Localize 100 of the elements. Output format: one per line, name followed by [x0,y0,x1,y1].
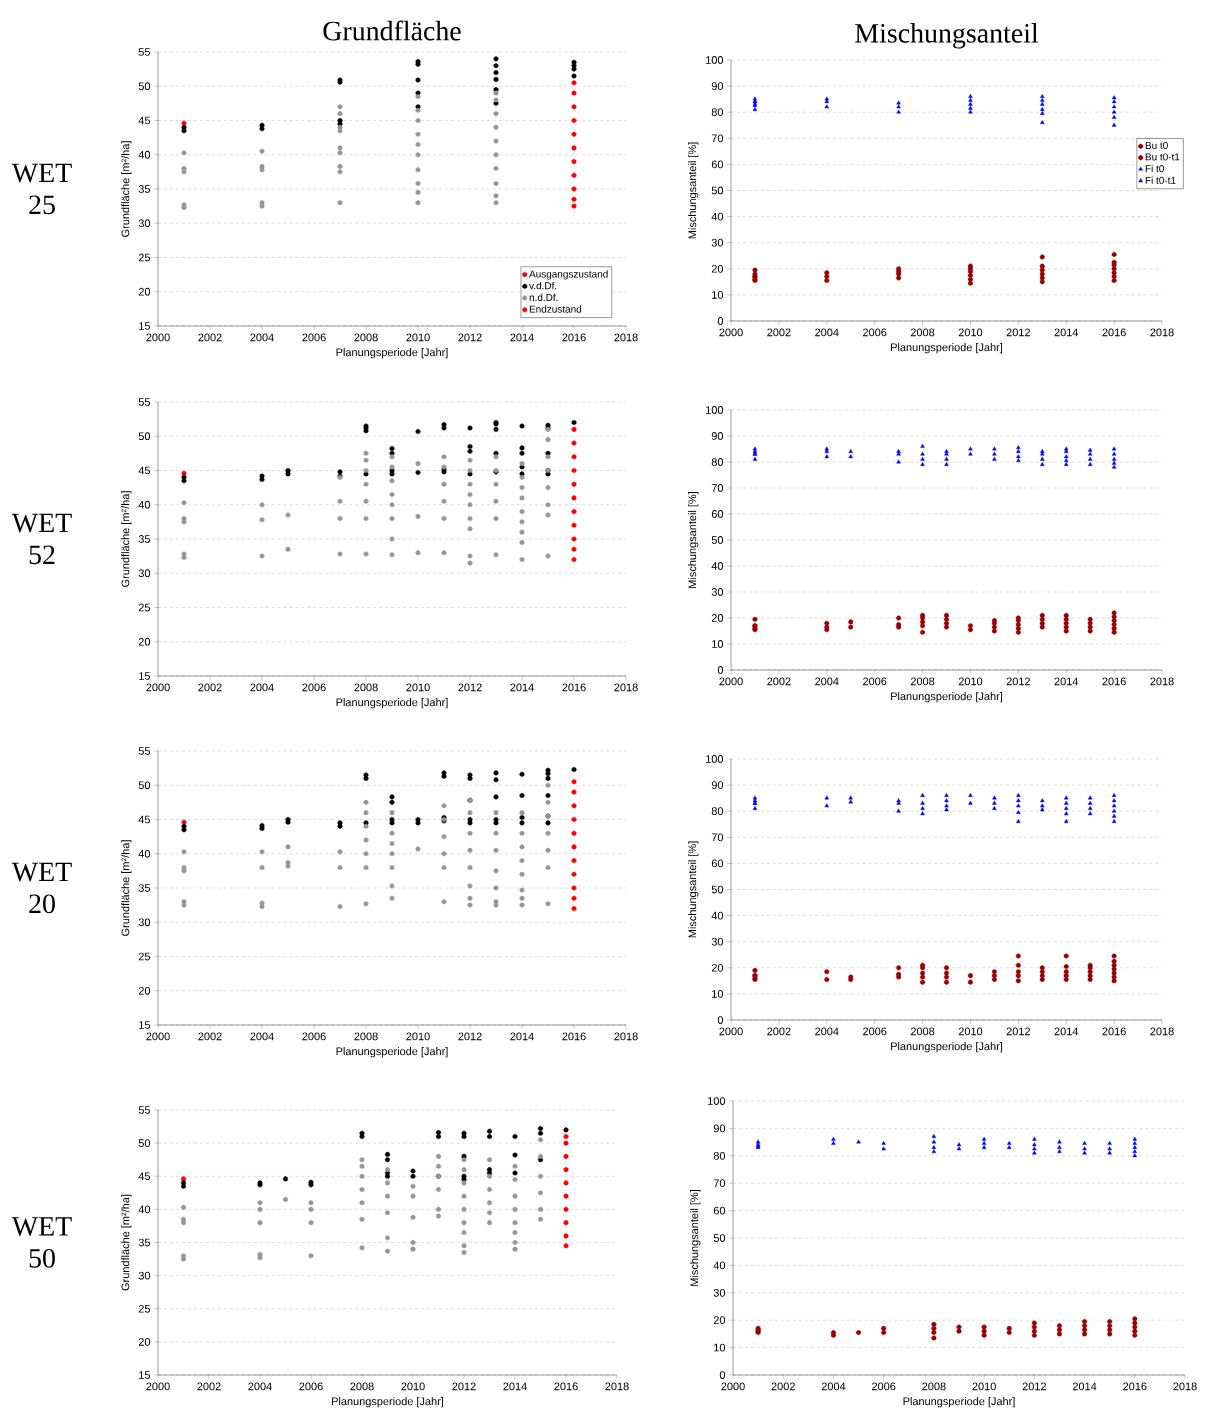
y-tick-label: 55 [138,747,151,755]
y-tick-label: 40 [138,849,151,858]
y-tick-label: 20 [138,1338,151,1346]
x-tick-label: 2016 [562,1032,586,1041]
text: WET 50 [11,1217,72,1268]
text: WET 52 [11,513,72,565]
x-tick-label: 2014 [1072,1382,1097,1391]
x-tick-label: 2004 [250,1032,274,1041]
y-tick-label: 40 [138,1205,151,1214]
y-tick-label: 45 [138,466,151,475]
y-tick-label: 20 [711,963,724,972]
x-tick-label: 2014 [510,333,534,342]
x-tick-label: 2000 [146,1032,170,1041]
x-tick-label: 2008 [354,683,378,692]
legend-label: v.d.Df. [529,281,557,290]
y-tick-label: 10 [712,990,724,998]
x-tick-label: 2016 [1102,677,1126,686]
y-tick-label: 60 [711,160,724,169]
x-tick-label: 2006 [302,1032,326,1041]
y-tick-label: 0 [717,1016,724,1024]
x-tick-label: 2004 [821,1382,846,1391]
x-tick-label: 2012 [452,1382,476,1391]
x-tick-label: 2000 [719,328,743,337]
x-tick-label: 2002 [767,677,791,686]
y-tick-label: 40 [138,150,151,159]
y-tick-label: 70 [711,484,724,492]
legend-label: Ausgangszustand [529,270,608,280]
y-axis-title: Mischungsanteil [%] [688,492,699,588]
x-tick-label: 2012 [1006,328,1030,337]
x-tick-label: 2004 [815,677,839,686]
y-tick-label: 45 [138,815,151,824]
x-tick-label: 2004 [250,683,274,692]
x-tick-label: 2018 [605,1382,629,1391]
y-tick-label: 70 [711,134,724,143]
legend-label: Bu t0-t1 [1145,153,1180,161]
y-axis-title: Grundfläche [m²/ha] [121,491,132,587]
y-tick-label: 30 [138,569,151,578]
x-axis-title: Planungsperiode [Jahr] [336,348,448,359]
x-tick-label: 2016 [554,1382,578,1391]
y-tick-label: 50 [713,1234,726,1242]
y-tick-label: 0 [717,317,724,325]
x-tick-label: 2008 [910,328,935,337]
y-tick-label: 50 [138,432,151,441]
x-tick-label: 2012 [1022,1382,1046,1391]
x-tick-label: 2018 [1150,328,1174,337]
y-tick-label: 90 [711,781,724,789]
y-tick-label: 25 [138,1304,151,1313]
x-tick-label: 2014 [1054,677,1079,686]
x-tick-label: 2018 [614,1032,638,1041]
x-tick-label: 2010 [401,1382,425,1391]
x-tick-label: 2010 [406,683,430,692]
y-tick-label: 50 [711,536,724,544]
y-tick-label: 30 [138,1271,151,1280]
x-tick-label: 2018 [1150,1027,1174,1036]
x-axis-title: Planungsperiode [Jahr] [891,692,1003,703]
x-tick-label: 2012 [1006,677,1030,686]
x-tick-label: 2014 [1054,1027,1079,1036]
x-tick-label: 2012 [458,683,482,692]
legend-label: Bu t0 [1145,141,1168,150]
y-tick-label: 20 [138,287,151,296]
x-tick-label: 2004 [815,328,839,337]
y-tick-label: 55 [138,398,151,406]
y-tick-label: 20 [138,637,151,646]
y-tick-label: 25 [138,952,151,961]
y-axis-title: Mischungsanteil [%] [688,841,699,938]
y-tick-label: 90 [711,82,724,90]
x-tick-label: 2004 [815,1027,839,1036]
x-tick-label: 2002 [198,683,222,692]
x-tick-label: 2006 [302,683,326,692]
x-tick-label: 2006 [299,1382,323,1391]
x-tick-label: 2012 [458,1032,482,1041]
x-tick-label: 2008 [350,1382,374,1391]
x-tick-label: 2006 [863,1027,887,1036]
x-tick-label: 2008 [910,677,935,686]
y-tick-label: 100 [706,755,724,763]
x-axis-title: Planungsperiode [Jahr] [903,1397,1015,1408]
x-tick-label: 2018 [614,683,638,692]
y-axis-title: Grundfläche [m²/ha] [121,1194,132,1291]
y-tick-label: 15 [139,1021,151,1029]
x-tick-label: 2010 [958,1027,983,1036]
y-tick-label: 70 [713,1179,726,1188]
x-tick-label: 2006 [863,677,887,686]
y-tick-label: 80 [711,458,724,466]
x-tick-label: 2012 [1006,1027,1030,1036]
y-tick-label: 40 [711,212,724,221]
y-tick-label: 80 [713,1151,726,1160]
y-tick-label: 10 [712,640,724,648]
x-tick-label: 2018 [1173,1382,1197,1391]
y-tick-label: 60 [711,510,724,518]
y-tick-label: 100 [706,56,724,64]
y-tick-label: 35 [138,535,151,543]
y-tick-label: 35 [138,1238,151,1247]
y-tick-label: 15 [139,672,151,680]
y-tick-label: 100 [708,1097,726,1105]
y-tick-label: 40 [711,562,724,570]
y-tick-label: 60 [711,859,724,868]
x-tick-label: 2000 [146,1382,170,1391]
y-tick-label: 55 [138,48,151,56]
y-tick-label: 90 [711,432,724,440]
y-tick-label: 35 [138,884,151,892]
